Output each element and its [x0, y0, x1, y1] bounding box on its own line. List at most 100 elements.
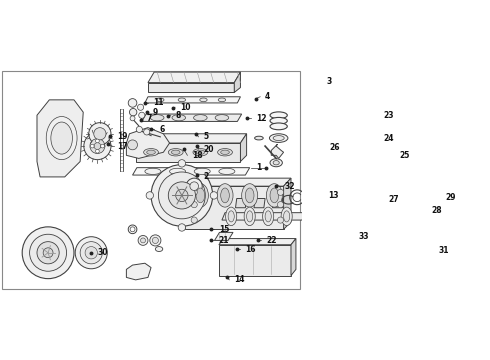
Polygon shape — [185, 178, 291, 186]
Ellipse shape — [193, 149, 208, 156]
Polygon shape — [185, 186, 284, 229]
Ellipse shape — [196, 188, 205, 203]
Text: 1: 1 — [256, 163, 261, 172]
Ellipse shape — [263, 207, 274, 226]
Circle shape — [75, 237, 107, 269]
Text: 6: 6 — [159, 125, 164, 134]
Text: 18: 18 — [193, 151, 203, 160]
Ellipse shape — [284, 211, 290, 222]
Text: 13: 13 — [328, 191, 339, 200]
Polygon shape — [271, 144, 284, 158]
Text: 23: 23 — [384, 111, 394, 120]
Ellipse shape — [281, 207, 292, 226]
Ellipse shape — [270, 112, 287, 119]
Circle shape — [29, 234, 67, 271]
Ellipse shape — [265, 211, 271, 222]
Circle shape — [94, 143, 101, 149]
Polygon shape — [215, 233, 233, 240]
Circle shape — [150, 235, 161, 246]
Circle shape — [141, 238, 146, 243]
Text: 30: 30 — [98, 248, 108, 257]
Text: 9: 9 — [153, 108, 158, 117]
Ellipse shape — [228, 211, 234, 222]
Circle shape — [178, 224, 186, 231]
Text: 21: 21 — [219, 236, 229, 245]
Ellipse shape — [219, 168, 235, 175]
Circle shape — [90, 139, 105, 154]
Ellipse shape — [270, 188, 279, 203]
Circle shape — [144, 129, 150, 135]
Polygon shape — [291, 239, 296, 275]
Ellipse shape — [273, 161, 279, 165]
Circle shape — [168, 182, 196, 209]
Polygon shape — [148, 72, 241, 82]
Polygon shape — [272, 198, 284, 208]
Polygon shape — [234, 72, 241, 93]
Text: 16: 16 — [245, 244, 256, 253]
Polygon shape — [254, 198, 265, 208]
Circle shape — [191, 189, 197, 195]
Text: 7: 7 — [147, 114, 152, 123]
Circle shape — [151, 165, 213, 226]
Text: 12: 12 — [256, 114, 267, 123]
Ellipse shape — [270, 134, 288, 143]
Ellipse shape — [244, 207, 255, 226]
Text: 5: 5 — [203, 132, 209, 141]
Circle shape — [277, 189, 284, 195]
Ellipse shape — [225, 207, 237, 226]
Ellipse shape — [267, 184, 282, 207]
Ellipse shape — [270, 117, 287, 124]
Polygon shape — [133, 168, 250, 175]
Polygon shape — [126, 127, 170, 158]
Ellipse shape — [194, 114, 207, 121]
Circle shape — [84, 132, 111, 159]
Text: 24: 24 — [384, 134, 394, 143]
Ellipse shape — [245, 188, 254, 203]
Polygon shape — [219, 239, 296, 245]
Circle shape — [210, 192, 218, 199]
Polygon shape — [142, 114, 242, 121]
Polygon shape — [241, 134, 246, 162]
Ellipse shape — [144, 149, 158, 156]
Circle shape — [152, 237, 158, 243]
Circle shape — [277, 217, 284, 223]
Text: 15: 15 — [219, 225, 229, 234]
Ellipse shape — [273, 136, 284, 140]
Ellipse shape — [178, 98, 186, 102]
Text: 3: 3 — [327, 77, 332, 86]
Ellipse shape — [193, 184, 208, 207]
Text: 10: 10 — [180, 103, 191, 112]
Ellipse shape — [246, 211, 253, 222]
Circle shape — [94, 128, 106, 140]
Ellipse shape — [145, 168, 161, 175]
Text: 31: 31 — [439, 246, 449, 255]
Circle shape — [129, 108, 137, 116]
Text: 32: 32 — [285, 182, 295, 191]
Circle shape — [37, 242, 59, 264]
Ellipse shape — [220, 150, 229, 154]
Ellipse shape — [155, 247, 163, 252]
Circle shape — [80, 242, 102, 264]
Text: 25: 25 — [399, 151, 410, 160]
Polygon shape — [136, 143, 241, 162]
Polygon shape — [126, 263, 151, 280]
Text: 8: 8 — [176, 111, 181, 120]
Text: 14: 14 — [234, 275, 245, 284]
Circle shape — [191, 202, 197, 208]
Text: 29: 29 — [445, 193, 456, 202]
Text: 2: 2 — [203, 172, 209, 181]
Ellipse shape — [172, 150, 180, 154]
Ellipse shape — [150, 114, 164, 121]
Text: 4: 4 — [265, 92, 270, 101]
Text: 22: 22 — [267, 236, 277, 245]
Ellipse shape — [46, 117, 77, 159]
Circle shape — [139, 112, 145, 118]
Ellipse shape — [168, 149, 183, 156]
Circle shape — [128, 99, 137, 107]
Ellipse shape — [51, 122, 73, 154]
Circle shape — [96, 139, 99, 143]
Polygon shape — [236, 198, 246, 208]
Text: 17: 17 — [117, 141, 128, 150]
Circle shape — [190, 182, 198, 190]
Circle shape — [146, 192, 153, 199]
